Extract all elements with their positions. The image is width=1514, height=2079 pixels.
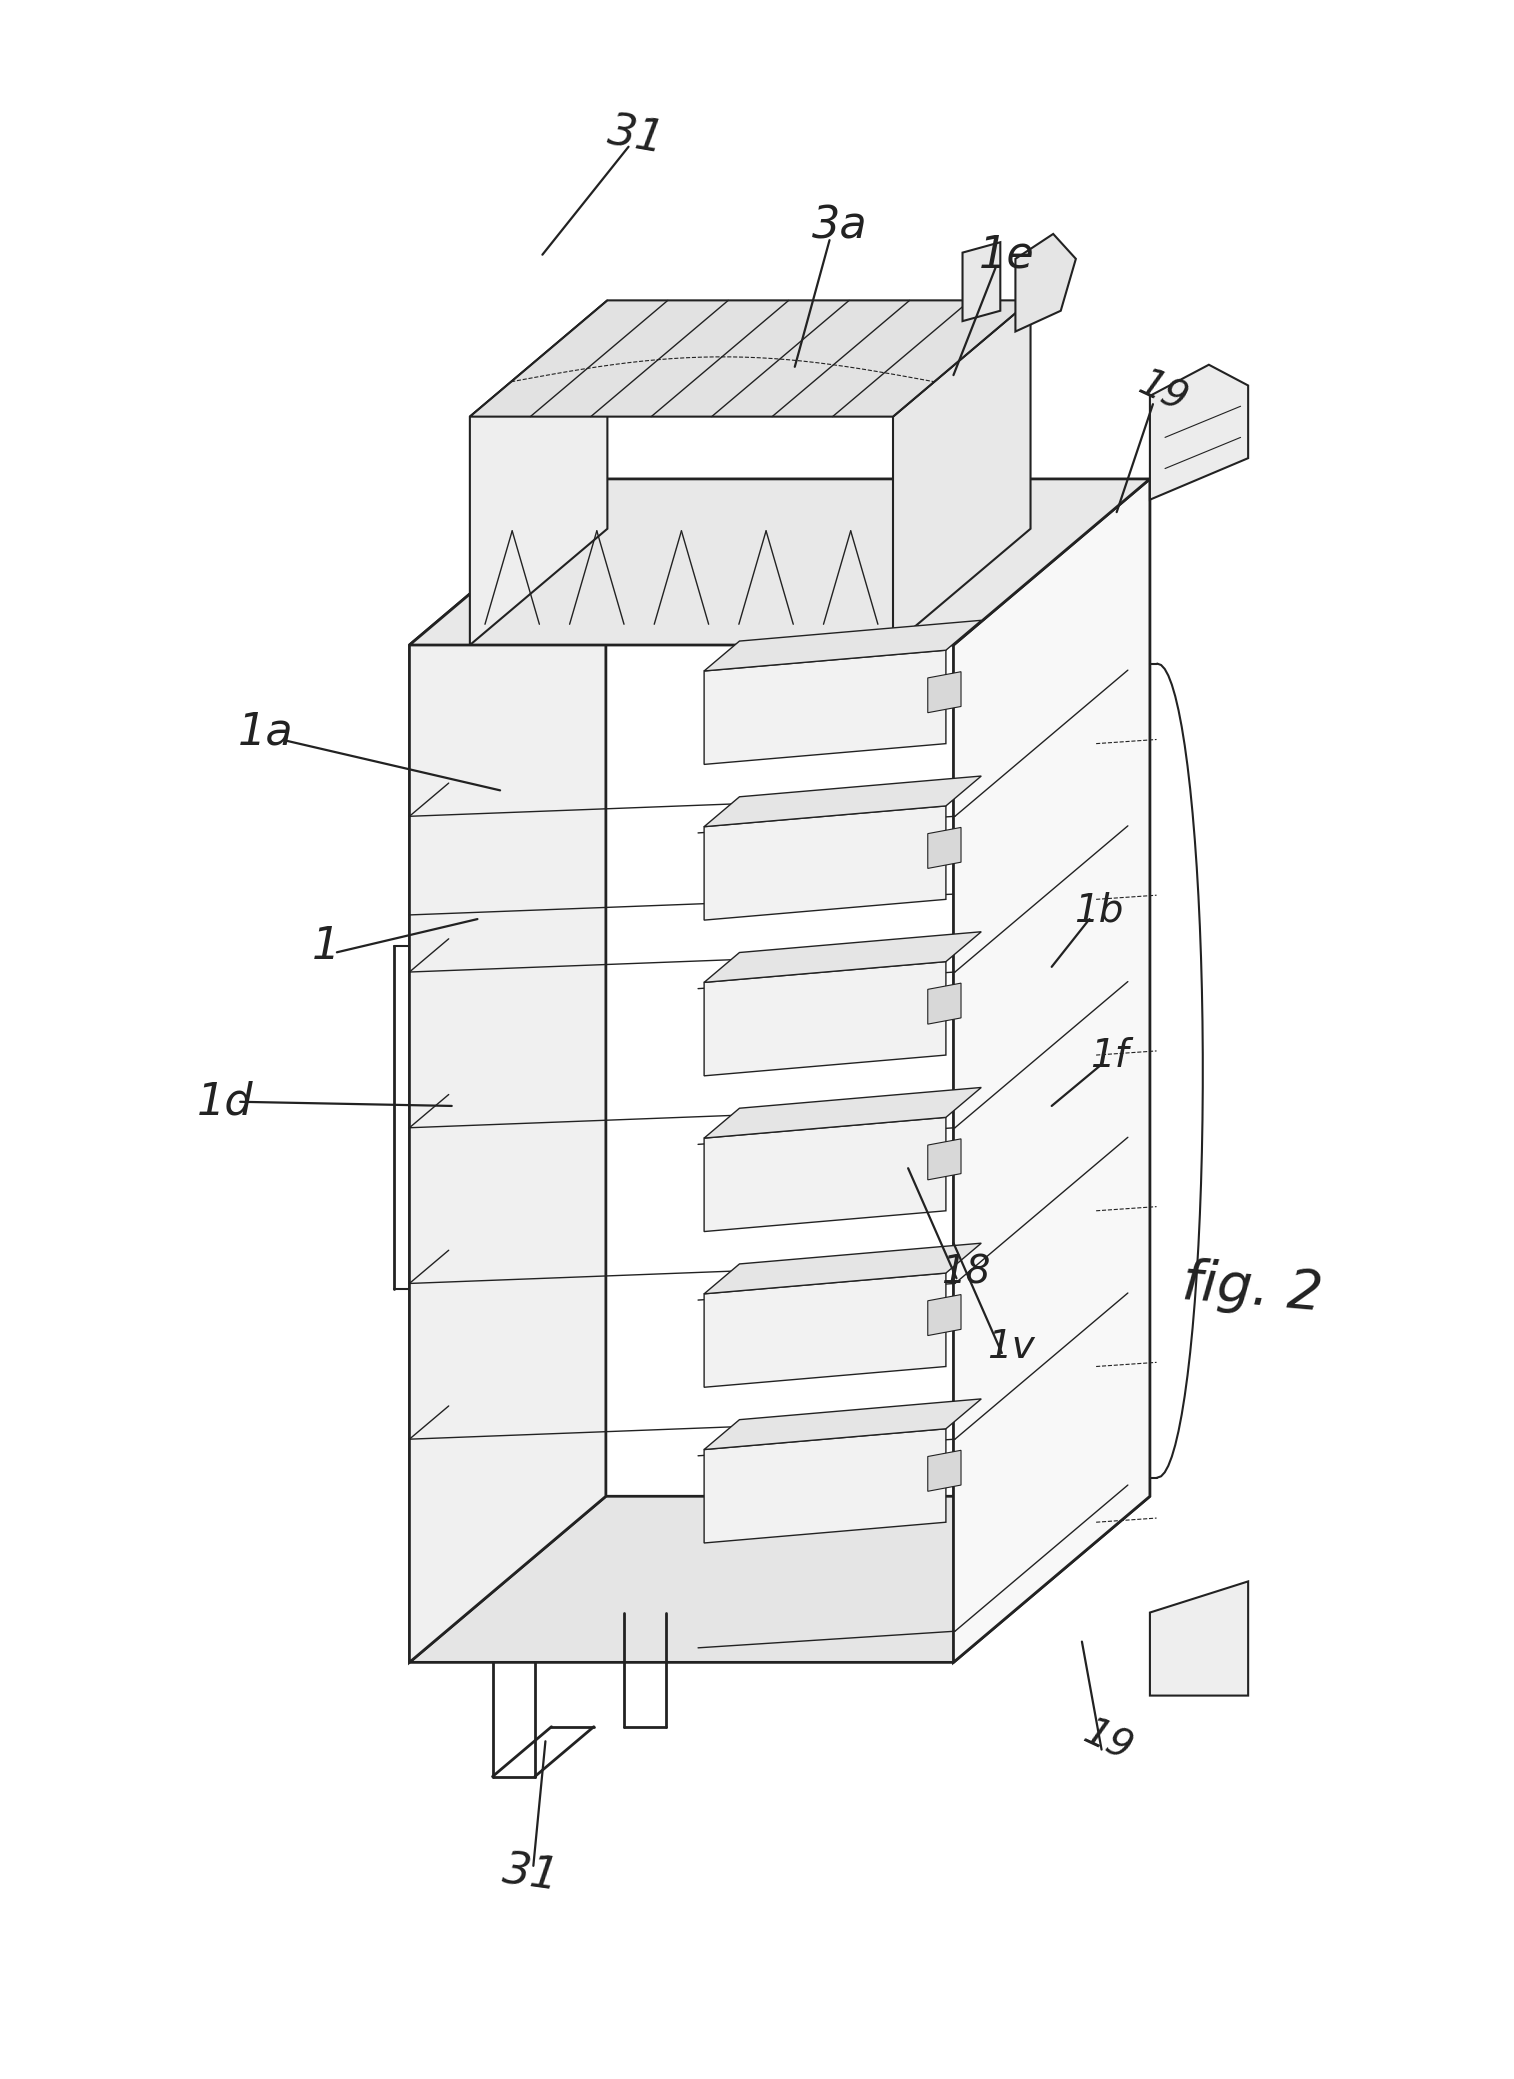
Polygon shape <box>704 1116 946 1231</box>
Polygon shape <box>928 1451 961 1491</box>
Polygon shape <box>704 1399 981 1449</box>
Polygon shape <box>928 1295 961 1335</box>
Polygon shape <box>704 1087 981 1137</box>
Text: 1b: 1b <box>1073 892 1123 929</box>
Polygon shape <box>704 1272 946 1387</box>
Polygon shape <box>1151 364 1248 499</box>
Polygon shape <box>469 299 1031 416</box>
Polygon shape <box>928 1139 961 1181</box>
Polygon shape <box>963 243 1001 320</box>
Polygon shape <box>704 963 946 1075</box>
Text: 19: 19 <box>1076 1713 1139 1769</box>
Polygon shape <box>1016 235 1076 331</box>
Text: fig. 2: fig. 2 <box>1181 1256 1325 1320</box>
Polygon shape <box>928 827 961 869</box>
Polygon shape <box>469 299 607 644</box>
Polygon shape <box>928 983 961 1025</box>
Polygon shape <box>704 775 981 827</box>
Text: 3a: 3a <box>813 204 868 247</box>
Text: 1v: 1v <box>987 1328 1034 1366</box>
Polygon shape <box>704 1243 981 1293</box>
Text: 1e: 1e <box>978 233 1034 277</box>
Text: 1f: 1f <box>1090 1037 1128 1075</box>
Polygon shape <box>893 299 1031 644</box>
Polygon shape <box>1151 1582 1248 1696</box>
Polygon shape <box>954 478 1151 1663</box>
Polygon shape <box>704 1428 946 1543</box>
Polygon shape <box>704 651 946 765</box>
Polygon shape <box>409 478 606 1663</box>
Text: 31: 31 <box>604 110 668 162</box>
Text: 18: 18 <box>940 1254 990 1291</box>
Polygon shape <box>704 931 981 983</box>
Polygon shape <box>704 807 946 921</box>
Text: 1d: 1d <box>197 1081 253 1123</box>
Polygon shape <box>928 672 961 713</box>
Polygon shape <box>409 1497 1151 1663</box>
Text: 19: 19 <box>1131 364 1193 420</box>
Text: 31: 31 <box>500 1848 562 1900</box>
Polygon shape <box>704 620 981 672</box>
Text: 1a: 1a <box>238 711 294 755</box>
Text: 1: 1 <box>312 925 341 967</box>
Polygon shape <box>409 478 1151 644</box>
